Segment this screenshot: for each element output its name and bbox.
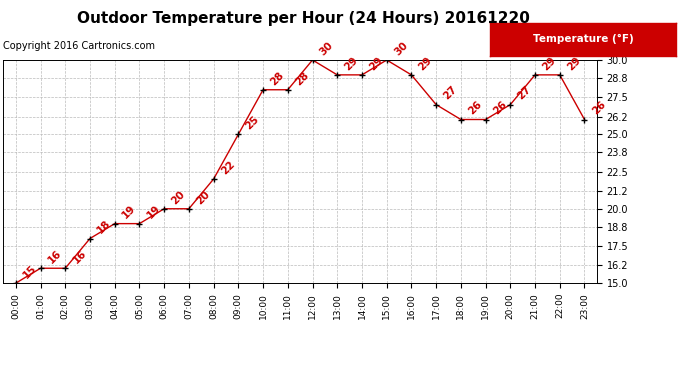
Text: 16: 16 xyxy=(71,248,88,266)
Text: 29: 29 xyxy=(417,55,434,72)
Text: 28: 28 xyxy=(293,70,310,87)
Text: 18: 18 xyxy=(95,218,113,236)
Text: 22: 22 xyxy=(219,159,237,176)
Text: 15: 15 xyxy=(21,263,39,280)
Text: 19: 19 xyxy=(145,204,162,221)
Text: 30: 30 xyxy=(318,40,335,57)
Text: 20: 20 xyxy=(170,189,187,206)
Text: 28: 28 xyxy=(268,70,286,87)
Text: 27: 27 xyxy=(442,84,459,102)
Text: 29: 29 xyxy=(343,55,360,72)
Text: 26: 26 xyxy=(590,99,607,117)
Text: Temperature (°F): Temperature (°F) xyxy=(533,34,633,44)
Text: Copyright 2016 Cartronics.com: Copyright 2016 Cartronics.com xyxy=(3,41,155,51)
Text: 26: 26 xyxy=(466,99,484,117)
Text: 29: 29 xyxy=(368,55,385,72)
Text: 16: 16 xyxy=(46,248,63,266)
Text: 29: 29 xyxy=(540,55,558,72)
Text: 30: 30 xyxy=(392,40,410,57)
Text: 26: 26 xyxy=(491,99,509,117)
Text: 27: 27 xyxy=(516,84,533,102)
Text: 19: 19 xyxy=(120,204,137,221)
Text: 25: 25 xyxy=(244,114,262,132)
Text: 20: 20 xyxy=(195,189,212,206)
Text: Outdoor Temperature per Hour (24 Hours) 20161220: Outdoor Temperature per Hour (24 Hours) … xyxy=(77,11,530,26)
Text: 29: 29 xyxy=(565,55,582,72)
